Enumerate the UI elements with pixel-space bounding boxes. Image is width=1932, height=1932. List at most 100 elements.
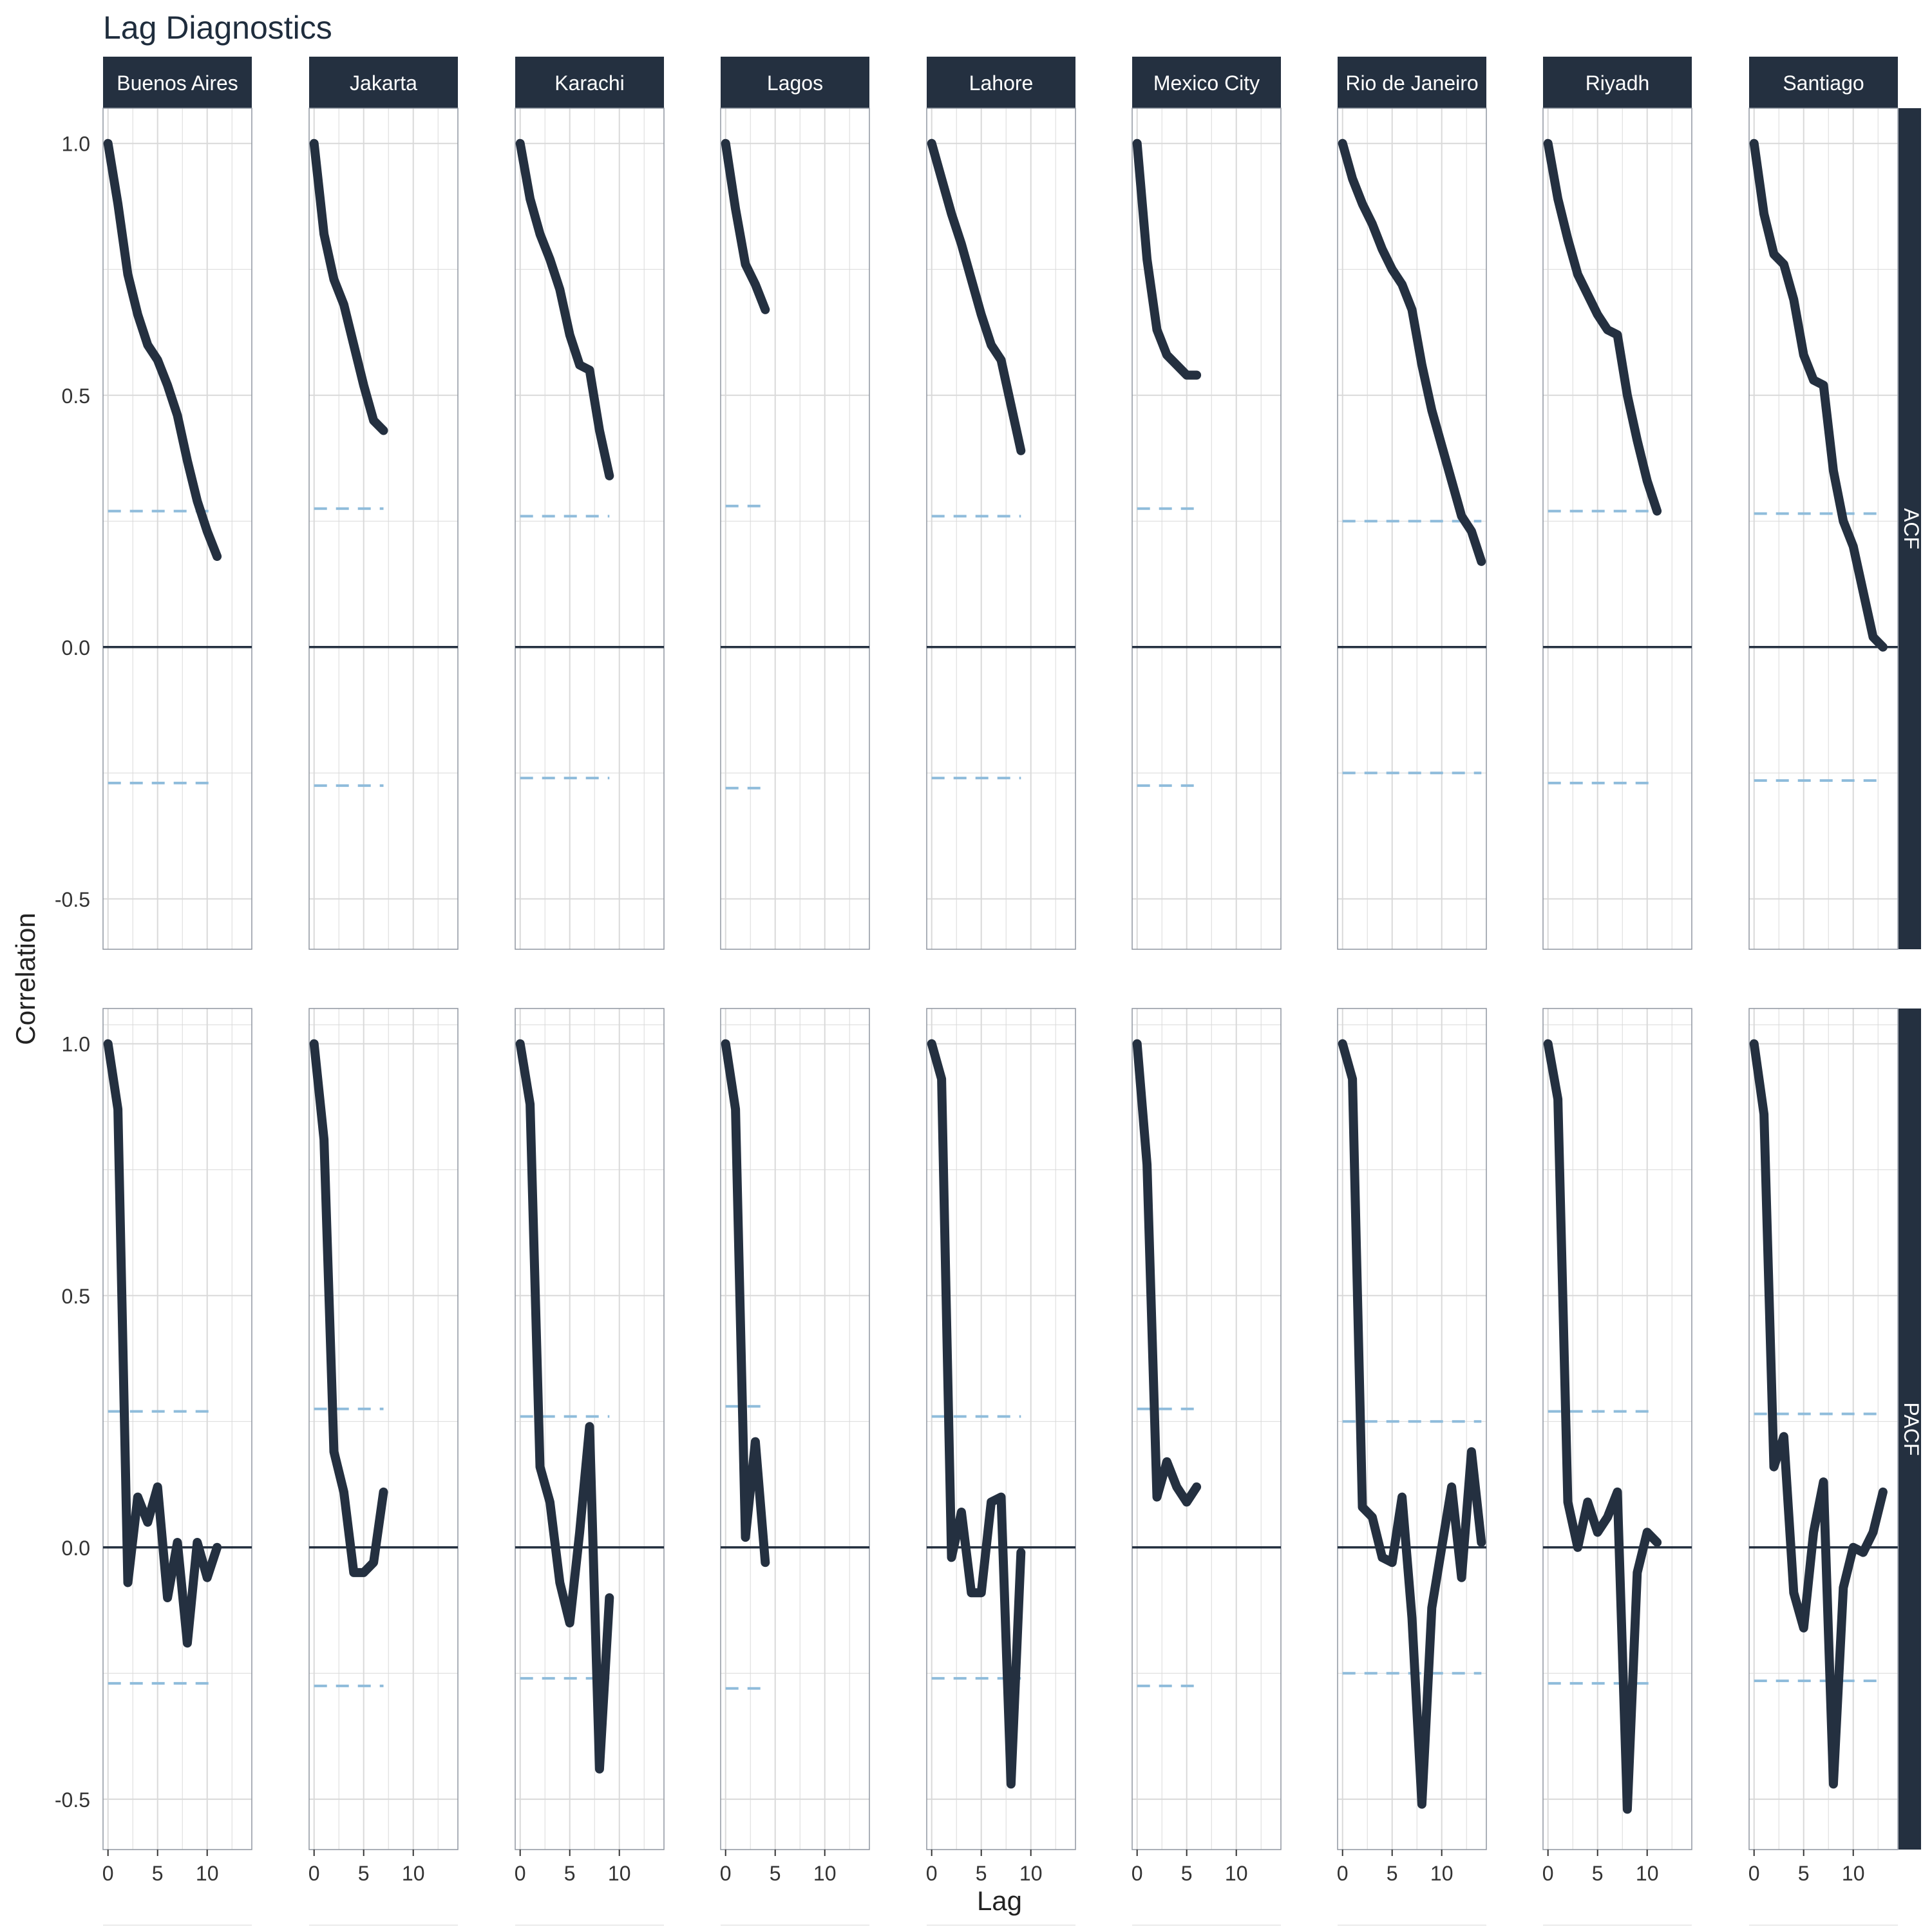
panel-border <box>1132 108 1282 950</box>
x-tick-label: 5 <box>1181 1862 1193 1885</box>
x-tick-label: 10 <box>1636 1862 1659 1885</box>
panel-santiago-acf <box>1748 108 1899 1025</box>
x-axis-label: Lag <box>977 1886 1022 1916</box>
series-line-riyadh-acf <box>1543 138 1662 516</box>
x-tick-label: 0 <box>926 1862 938 1885</box>
x-tick-label: 10 <box>813 1862 837 1885</box>
x-tick-label: 10 <box>196 1862 219 1885</box>
panel-lahore-pacf: 0 5 10 <box>926 1008 1076 1926</box>
panel-lagos-acf <box>720 108 870 1025</box>
facet-strip-rio-de-janeiro <box>1338 57 1486 108</box>
y-tick-label: 0.0 <box>62 1537 90 1560</box>
panel-santiago-pacf: 0 5 10 <box>1748 1008 1899 1926</box>
x-tick-label: 10 <box>1842 1862 1865 1885</box>
series-line-santiago-acf <box>1749 138 1888 652</box>
panel-border <box>1542 1008 1692 1850</box>
facet-strip-label: Rio de Janeiro <box>1345 71 1478 95</box>
series-line-lahore-acf <box>927 138 1026 455</box>
y-tick-label: 1.0 <box>62 133 90 156</box>
panel-buenos-aires-acf <box>102 108 252 1025</box>
facet-strip-mexico-city <box>1132 57 1281 108</box>
panel-border <box>720 1008 870 1850</box>
x-tick-label: 0 <box>515 1862 526 1885</box>
x-tick-label: 5 <box>1387 1862 1398 1885</box>
row-strip-acf <box>1899 108 1921 949</box>
panel-karachi-pacf: 0 5 10 <box>515 1008 665 1926</box>
panel-riyadh-acf <box>1542 108 1692 1025</box>
x-tick-label: 5 <box>770 1862 781 1885</box>
x-tick-label: 10 <box>608 1862 631 1885</box>
facet-strip-label: Jakarta <box>350 71 417 95</box>
facet-strip-riyadh <box>1543 57 1692 108</box>
panel-border <box>926 1008 1076 1850</box>
y-tick-label: -0.5 <box>55 888 90 911</box>
row-strip-pacf <box>1899 1009 1921 1850</box>
facet-strip-label: Karachi <box>554 71 625 95</box>
panel-border <box>1132 1008 1282 1850</box>
panel-border <box>1748 108 1899 950</box>
panel-border <box>1337 1008 1487 1850</box>
x-tick-label: 0 <box>720 1862 732 1885</box>
facet-strip-lahore <box>927 57 1075 108</box>
facet-strip-label: Buenos Aires <box>117 71 238 95</box>
panel-border <box>102 108 252 950</box>
series-line-karachi-acf <box>515 138 614 480</box>
y-tick-label: 0.5 <box>62 384 90 408</box>
x-tick-label: 10 <box>402 1862 425 1885</box>
series-line-jakarta-pacf <box>309 1039 388 1577</box>
x-tick-label: 5 <box>1592 1862 1604 1885</box>
x-tick-label: 0 <box>1542 1862 1554 1885</box>
facet-strip-lagos <box>721 57 869 108</box>
panel-lagos-pacf: 0 5 10 <box>720 1008 870 1926</box>
y-tick-label: 0.0 <box>62 636 90 659</box>
x-tick-label: 10 <box>1225 1862 1248 1885</box>
series-line-buenos-aires-acf <box>103 138 222 561</box>
panel-jakarta-pacf: 0 5 10 <box>308 1008 459 1926</box>
panel-border <box>515 108 665 950</box>
x-tick-label: 5 <box>564 1862 576 1885</box>
panel-jakarta-acf <box>308 108 459 1025</box>
panel-border <box>102 1008 252 1850</box>
series-line-lagos-acf <box>721 138 770 314</box>
series-line-rio-de-janeiro-acf <box>1338 138 1486 566</box>
y-tick-label: 0.5 <box>62 1285 90 1308</box>
chart-title: Lag Diagnostics <box>103 10 332 46</box>
row-strip-label: PACF <box>1900 1403 1923 1456</box>
panel-border <box>515 1008 665 1850</box>
x-tick-label: 0 <box>1337 1862 1349 1885</box>
panel-rio-de-janeiro-pacf: 0 5 10 <box>1337 1008 1487 1926</box>
facet-strip-label: Mexico City <box>1153 71 1260 95</box>
panel-rio-de-janeiro-acf <box>1337 108 1487 1025</box>
y-axis-label: Correlation <box>10 913 41 1045</box>
panel-riyadh-pacf: 0 5 10 <box>1542 1008 1692 1926</box>
x-tick-label: 0 <box>1132 1862 1143 1885</box>
x-tick-label: 0 <box>1748 1862 1760 1885</box>
series-line-buenos-aires-pacf <box>103 1039 222 1648</box>
facet-strip-label: Riyadh <box>1586 71 1650 95</box>
panel-border <box>926 108 1076 950</box>
panel-border <box>720 108 870 950</box>
series-line-lahore-pacf <box>927 1039 1026 1789</box>
facet-strip-buenos-aires <box>103 57 252 108</box>
x-tick-label: 5 <box>1798 1862 1810 1885</box>
x-tick-label: 5 <box>152 1862 164 1885</box>
series-line-karachi-pacf <box>515 1039 614 1774</box>
panel-mexico-city-pacf: 0 5 10 <box>1132 1008 1282 1926</box>
facet-strip-label: Lagos <box>767 71 823 95</box>
facet-strip-santiago <box>1749 57 1898 108</box>
panel-border <box>1542 108 1692 950</box>
panel-buenos-aires-pacf: 0 5 10 <box>102 1008 252 1926</box>
facet-strip-karachi <box>515 57 664 108</box>
panel-mexico-city-acf <box>1132 108 1282 1025</box>
panel-border <box>308 1008 459 1850</box>
series-line-rio-de-janeiro-pacf <box>1338 1039 1486 1809</box>
panel-border <box>308 108 459 950</box>
x-tick-label: 5 <box>976 1862 987 1885</box>
facet-strip-label: Lahore <box>969 71 1034 95</box>
y-tick-label: -0.5 <box>55 1788 90 1812</box>
panel-lahore-acf <box>926 108 1076 1025</box>
series-line-santiago-pacf <box>1749 1039 1888 1789</box>
panel-border <box>1748 1008 1899 1850</box>
x-tick-label: 5 <box>358 1862 370 1885</box>
